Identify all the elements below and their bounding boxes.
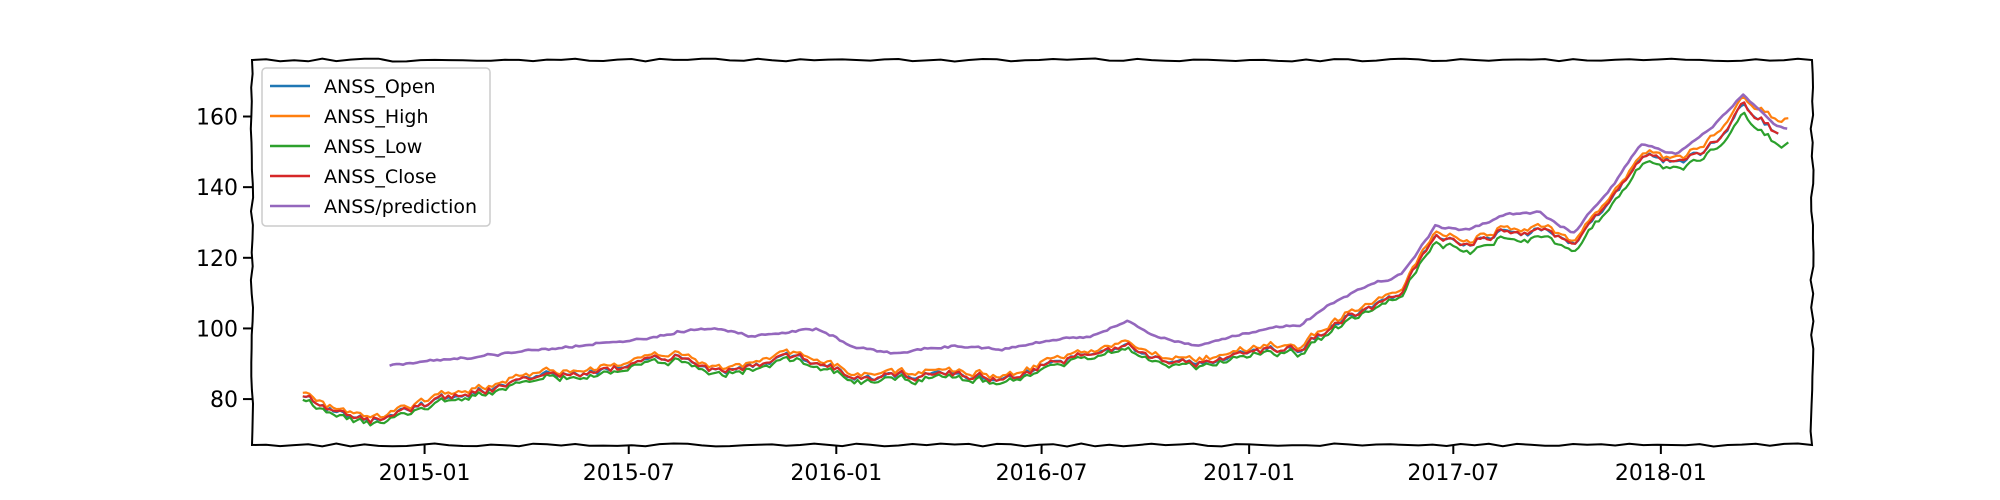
series-line-2 xyxy=(302,96,1789,419)
series-layer xyxy=(302,93,1789,427)
legend-label: ANSS_Open xyxy=(324,76,436,98)
plot-frame xyxy=(249,57,1815,448)
legend-label: ANSS_High xyxy=(324,106,429,128)
y-tick-label: 160 xyxy=(196,106,238,131)
legend-label: ANSS/prediction xyxy=(324,196,477,218)
legend: ANSS_Open ANSS_High ANSS_Low ANSS_Close ANSS… xyxy=(261,67,491,227)
x-tick-label: 2018-01 xyxy=(1615,461,1707,486)
series-line-3 xyxy=(302,111,1789,427)
legend-label: ANSS_Close xyxy=(324,166,437,188)
legend-box xyxy=(261,67,491,227)
y-tick-label: 140 xyxy=(196,176,238,201)
x-tick-label: 2017-01 xyxy=(1203,461,1295,486)
series-line-5 xyxy=(389,93,1788,367)
x-tick-label: 2016-07 xyxy=(996,461,1088,486)
series-line-4 xyxy=(302,101,1779,425)
y-tick-label: 80 xyxy=(210,388,238,413)
y-tick-label: 120 xyxy=(196,247,238,272)
x-axis: 2015-01 2015-07 2016-01 2016-07 2017-01 2017-… xyxy=(379,445,1707,486)
legend-label: ANSS_Low xyxy=(324,136,422,158)
y-tick-label: 100 xyxy=(196,317,238,342)
x-tick-label: 2017-07 xyxy=(1407,461,1499,486)
y-axis: 80 100 120 140 160 xyxy=(196,106,252,413)
x-tick-label: 2015-07 xyxy=(583,461,675,486)
x-tick-label: 2015-01 xyxy=(379,461,471,486)
x-tick-label: 2016-01 xyxy=(790,461,882,486)
